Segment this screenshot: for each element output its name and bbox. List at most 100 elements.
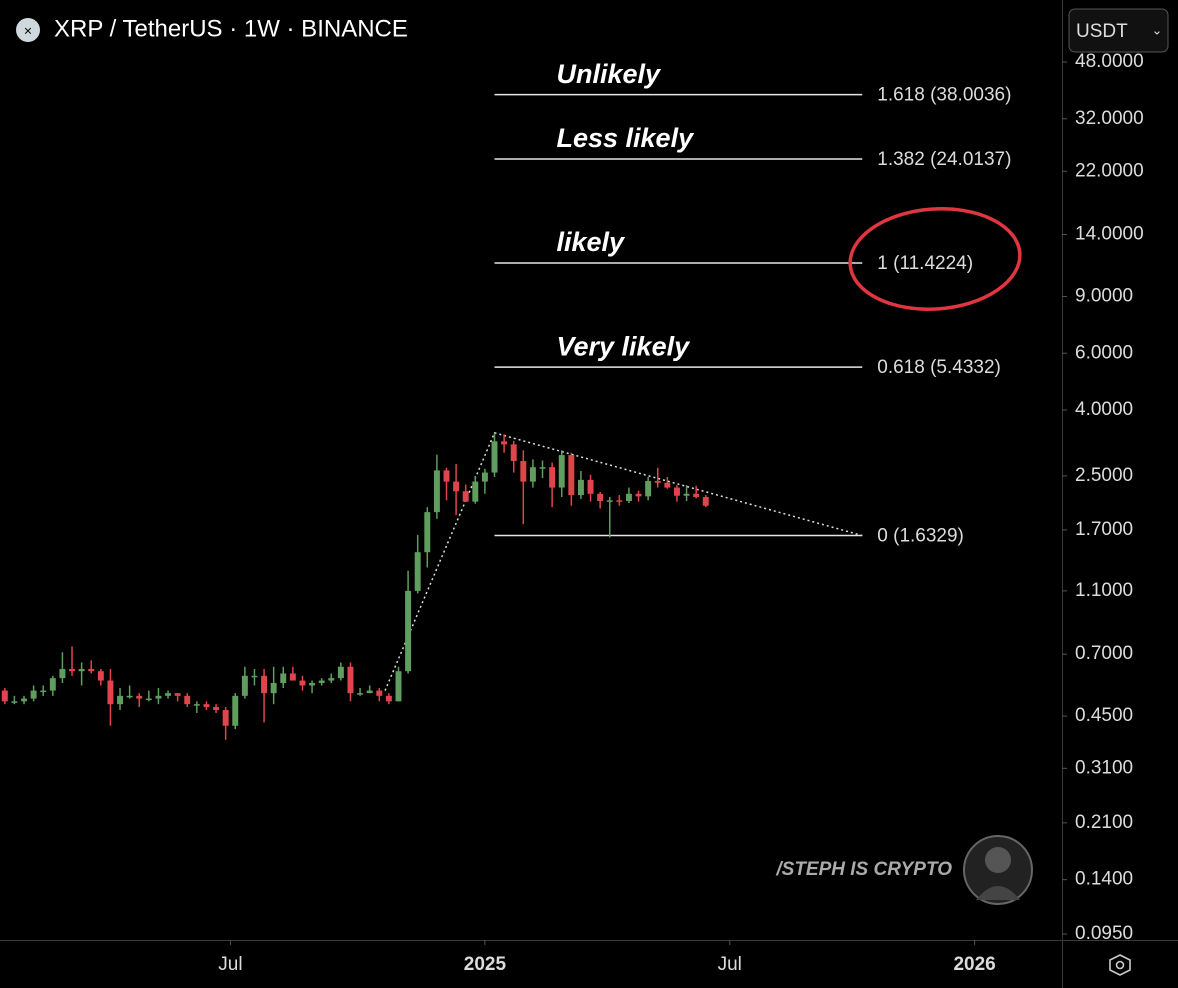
candle-body (155, 695, 162, 699)
x-tick-label: 2026 (953, 954, 995, 975)
fib-label: 0 (1.6329) (877, 526, 964, 547)
candle-body (318, 680, 325, 683)
candle-body (49, 678, 56, 691)
settings-icon-center (1115, 960, 1125, 970)
candle-body (654, 481, 661, 483)
y-tick-label: 9.0000 (1075, 285, 1133, 306)
candle-body (78, 668, 85, 672)
candle-body (30, 690, 37, 699)
candle-body (693, 493, 700, 498)
candle-body (347, 666, 354, 694)
candle-body (587, 479, 594, 494)
candle-body (289, 673, 296, 681)
candle-body (520, 461, 527, 482)
candle-body (673, 487, 680, 496)
y-tick-label: 2.5000 (1075, 465, 1133, 486)
candle-body (174, 693, 181, 696)
candle-body (443, 470, 450, 482)
currency-label[interactable]: USDT (1076, 21, 1128, 42)
candle-body (405, 590, 412, 672)
y-tick-label: 6.0000 (1075, 342, 1133, 363)
candle-body (501, 441, 508, 445)
candle-body (88, 668, 95, 672)
dropdown-caret[interactable]: ⌄ (1152, 22, 1163, 37)
candle-body (462, 491, 469, 502)
candle-body (453, 481, 460, 492)
fib-label: 1.382 (24.0137) (877, 149, 1011, 170)
y-tick-label: 4.0000 (1075, 399, 1133, 420)
y-tick-label: 1.1000 (1075, 580, 1133, 601)
candle-body (539, 467, 546, 469)
candle-body (69, 668, 75, 672)
candle-body (165, 693, 172, 696)
candle-body (529, 467, 536, 482)
fib-annotation: Very likely (557, 331, 692, 361)
candle-body (299, 680, 306, 686)
candle-body (251, 675, 258, 678)
candle-body (606, 500, 613, 502)
currency-selector[interactable] (1068, 8, 1169, 53)
candle-body (645, 481, 652, 497)
fib-annotation: likely (557, 227, 627, 257)
y-tick-label: 14.0000 (1075, 224, 1144, 245)
icon-glyph: × (24, 23, 32, 39)
candle-body (664, 482, 671, 488)
candle-body (558, 455, 565, 488)
watermark: /STEPH IS CRYPTO (775, 859, 952, 880)
candle-body (270, 682, 277, 694)
x-tick-label: Jul (718, 954, 742, 975)
candle-body (222, 710, 229, 726)
candle-body (337, 666, 344, 679)
candle-body (635, 493, 642, 497)
candle-body (366, 690, 373, 694)
fib-annotation: Unlikely (557, 59, 663, 89)
candle-body (491, 441, 498, 473)
y-tick-label: 0.0950 (1075, 923, 1133, 944)
candle-body (59, 668, 66, 679)
fib-label: 1.618 (38.0036) (877, 85, 1011, 106)
y-tick-label: 1.7000 (1075, 519, 1133, 540)
candle-body (126, 695, 133, 698)
y-tick-label: 32.0000 (1075, 108, 1144, 129)
candle-body (145, 698, 152, 701)
candle-body (481, 472, 488, 482)
fib-annotation: Less likely (557, 123, 696, 153)
candle-body (1, 690, 8, 702)
candle-body (11, 701, 18, 703)
candle-body (385, 695, 392, 702)
candle-body (568, 455, 575, 496)
fib-label: 1 (11.4224) (877, 253, 973, 274)
candle-body (395, 671, 402, 702)
candle-body (597, 493, 604, 501)
x-tick-label: 2025 (464, 954, 507, 975)
candle-body (625, 493, 632, 501)
candle-body (184, 695, 191, 705)
candle-body (309, 682, 316, 686)
avatar-head (985, 847, 1011, 873)
candle-body (193, 704, 200, 706)
candle-body (549, 467, 556, 488)
plot: 1.618 (38.0036) Unlikely 1.382 (24.0137) Le… (1, 59, 1011, 740)
settings-icon[interactable] (1109, 954, 1131, 976)
candle-body (616, 500, 623, 502)
y-tick-label: 0.1400 (1075, 869, 1133, 890)
candle-body (280, 673, 287, 683)
y-tick-label: 0.4500 (1075, 705, 1133, 726)
candle-body (433, 470, 440, 513)
symbol-icon (16, 18, 40, 42)
y-tick-label: 48.0000 (1075, 51, 1144, 72)
candle-body (702, 497, 709, 506)
candle-body (357, 693, 364, 695)
chart-title: XRP / TetherUS · 1W · BINANCE (54, 15, 408, 42)
candle-body (424, 512, 431, 553)
candle-body (328, 678, 335, 681)
candle-body (261, 675, 268, 694)
candle-body (107, 680, 114, 705)
avatar-body (976, 886, 1020, 900)
candle-body (683, 493, 690, 496)
y-tick-label: 0.7000 (1075, 643, 1133, 664)
candle-body (577, 479, 584, 496)
